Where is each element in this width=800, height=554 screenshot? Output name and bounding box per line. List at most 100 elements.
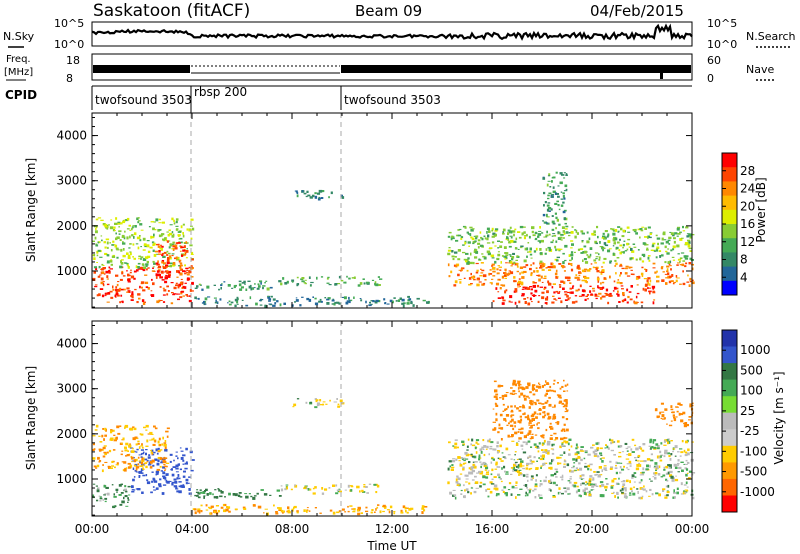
power-cell-region-10 <box>545 222 548 224</box>
power-cell-region-8 <box>497 247 500 249</box>
power-cell-region-1 <box>127 254 131 258</box>
power-cell-region-7 <box>501 284 506 287</box>
velocity-cell-region-8 <box>549 437 553 440</box>
power-cell-region-1 <box>101 263 104 266</box>
velocity-cell-region-7 <box>641 488 644 490</box>
power-cell-region-3 <box>198 283 201 286</box>
velocity-cell-region-8 <box>566 409 569 412</box>
velocity-cell-region-8 <box>550 389 554 392</box>
power-cell-region-5 <box>426 301 430 304</box>
velocity-cell-region-1 <box>178 463 180 466</box>
velocity-cell-region-7 <box>531 460 535 463</box>
velocity-cell-region-7 <box>640 479 643 482</box>
velocity-cell-region-7 <box>596 471 600 473</box>
power-cell-region-7 <box>577 264 580 268</box>
power-cell-region-1 <box>157 229 160 232</box>
velocity-cell-region-0 <box>99 497 103 500</box>
velocity-cell-region-7 <box>573 462 576 464</box>
velocity-cell-region-7 <box>491 468 494 472</box>
power-cell-region-8 <box>672 245 676 249</box>
velocity-cell-region-7 <box>465 478 469 480</box>
power-cell-region-8 <box>504 258 507 260</box>
power-cell-region-9 <box>501 296 504 299</box>
power-cell-region-9 <box>557 292 560 294</box>
power-cell-region-7 <box>616 281 620 284</box>
velocity-cell-region-3 <box>244 493 248 495</box>
power-cell-region-7 <box>453 264 456 267</box>
velocity-cell-region-7 <box>576 451 580 455</box>
power-cell-region-8 <box>454 251 458 254</box>
velocity-cell-region-6 <box>296 398 300 400</box>
power-cell-region-9 <box>544 302 548 304</box>
power-cell-region-3 <box>247 280 251 282</box>
power-cell-region-7 <box>504 268 507 271</box>
velocity-cell-region-7 <box>539 496 543 499</box>
velocity-cell-region-7 <box>670 440 673 442</box>
power-cell-region-7 <box>570 268 574 272</box>
power-cell-region-4 <box>320 276 324 278</box>
power-cell-region-1 <box>109 226 114 230</box>
power-cell-region-7 <box>575 274 578 276</box>
velocity-cell-region-7 <box>497 457 500 460</box>
power-cell-region-8 <box>447 252 451 256</box>
power-cell-region-1 <box>109 260 113 263</box>
velocity-cell-region-7 <box>479 481 483 484</box>
power-cell-region-1 <box>127 264 129 267</box>
power-cell-region-8 <box>635 232 638 235</box>
power-cell-region-4 <box>291 279 295 282</box>
velocity-cell-region-8 <box>511 393 515 395</box>
power-cell-region-9 <box>557 297 561 299</box>
velocity-cell-region-2 <box>119 425 122 427</box>
power-cell-region-0 <box>144 301 146 303</box>
colorbar-swatch <box>722 363 737 381</box>
power-cell-region-1 <box>129 229 132 231</box>
velocity-cell-region-8 <box>539 412 542 416</box>
power-cell-region-8 <box>624 250 628 252</box>
power-cell-region-2 <box>178 271 181 274</box>
power-cell-region-8 <box>550 241 554 244</box>
velocity-cell-region-7 <box>482 483 486 486</box>
velocity-cell-region-2 <box>102 428 104 430</box>
power-cell-region-5 <box>283 302 286 305</box>
velocity-cell-region-5 <box>215 505 219 507</box>
power-cell-region-8 <box>655 249 659 252</box>
velocity-cell-region-2 <box>127 450 129 452</box>
velocity-cell-region-7 <box>574 453 578 456</box>
velocity-cell-region-2 <box>156 468 161 471</box>
power-cell-region-1 <box>97 241 100 244</box>
velocity-cell-region-9 <box>670 405 673 408</box>
power-cell-region-1 <box>94 236 97 240</box>
velocity-cell-region-4 <box>366 492 369 494</box>
velocity-cell-region-7 <box>622 483 626 487</box>
velocity-cell-region-7 <box>672 448 676 450</box>
velocity-cell-region-8 <box>527 418 530 421</box>
velocity-cell-region-7 <box>527 456 530 459</box>
power-cell-region-4 <box>371 279 375 281</box>
velocity-cell-region-8 <box>503 418 507 421</box>
power-cell-region-7 <box>689 277 692 281</box>
velocity-cell-region-7 <box>451 464 454 466</box>
power-cell-region-9 <box>617 293 620 297</box>
velocity-cell-region-7 <box>687 448 690 452</box>
velocity-cell-region-7 <box>496 445 499 448</box>
velocity-cell-region-7 <box>510 493 513 496</box>
velocity-cell-region-8 <box>559 400 563 404</box>
power-cell-region-4 <box>310 284 312 286</box>
ytick-label: 3000 <box>56 382 87 396</box>
velocity-cell-region-4 <box>337 491 340 493</box>
velocity-cell-region-7 <box>609 460 612 463</box>
power-cell-region-8 <box>529 247 532 251</box>
power-cell-region-7 <box>448 275 451 278</box>
velocity-cell-region-7 <box>642 443 646 446</box>
power-cell-region-0 <box>112 288 115 291</box>
velocity-cell-region-7 <box>468 471 472 475</box>
velocity-cell-region-5 <box>208 506 211 509</box>
power-cell-region-1 <box>182 223 185 226</box>
velocity-cell-region-8 <box>537 422 540 424</box>
power-cell-region-8 <box>511 257 514 261</box>
velocity-cell-region-9 <box>670 408 674 411</box>
velocity-cell-region-7 <box>529 462 533 465</box>
power-cell-region-8 <box>479 244 484 247</box>
velocity-cell-region-7 <box>504 457 507 460</box>
power-cell-region-7 <box>583 275 587 278</box>
